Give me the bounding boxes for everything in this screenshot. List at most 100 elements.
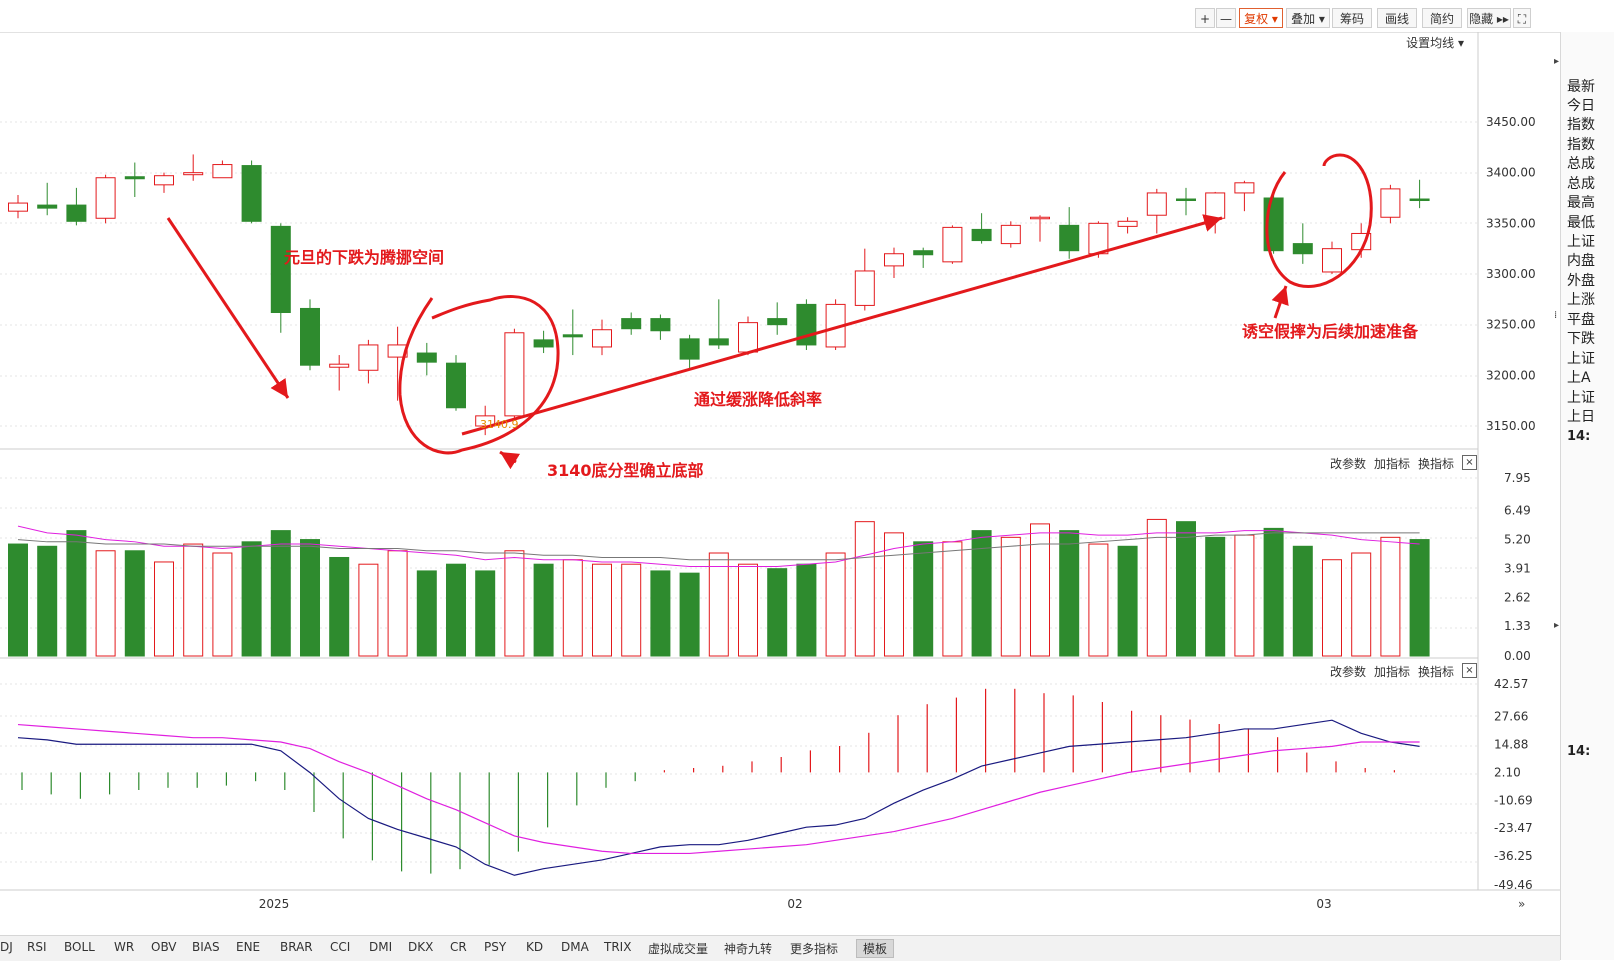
sidebar-item: 下跌 [1567, 331, 1595, 347]
candle [300, 299, 320, 371]
candle-body [1380, 188, 1401, 218]
tab-magic-nine[interactable]: 神奇九转 [724, 942, 773, 956]
volume-bar [1409, 539, 1430, 657]
candle [1176, 187, 1196, 216]
chips-button[interactable]: 筹码 [1332, 8, 1372, 28]
tab-obv[interactable]: OBV [151, 940, 177, 954]
candle-body [1088, 222, 1109, 255]
candle [241, 160, 262, 224]
price-tick-label: 3200.00 [1486, 368, 1536, 382]
tab-dma[interactable]: DMA [561, 940, 589, 954]
volume-bar [270, 530, 291, 657]
candle-body [300, 307, 320, 366]
tab-dkx[interactable]: DKX [408, 940, 434, 954]
sidebar-time: 14: [1567, 429, 1591, 444]
candle [1030, 215, 1050, 242]
tab-bias[interactable]: BIAS [192, 940, 220, 954]
tab-template[interactable]: 模板 [856, 939, 895, 958]
sidebar-item: 总成 [1567, 156, 1595, 172]
volume-bar [1000, 536, 1021, 657]
time-label: 02 [787, 897, 802, 911]
candle [1205, 191, 1226, 234]
price-tick-label: 3300.00 [1486, 267, 1536, 281]
macd-tick-label: -49.46 [1494, 878, 1533, 892]
kline-chart: 3450.00 3400.00 3350.00 3300.00 3250.00 3200.… [0, 32, 1560, 911]
sidebar-item: 指数 [1567, 117, 1595, 133]
macd-add-indicator-button[interactable]: 加指标 [1374, 665, 1411, 679]
vol-change-param-button[interactable]: 改参数 [1330, 457, 1367, 471]
draw-line-button[interactable]: 画线 [1377, 8, 1417, 28]
overlay-button[interactable]: 叠加 ▾ [1286, 8, 1330, 28]
candle-body [1234, 182, 1255, 194]
candle [1088, 221, 1109, 258]
macd-tick-label: 2.10 [1494, 765, 1521, 779]
zoom-in-button[interactable]: + [1195, 8, 1215, 28]
sidebar-item: 今日 [1567, 98, 1595, 114]
candle [8, 194, 28, 219]
collapse-handle-mid[interactable]: ⁞ [1554, 310, 1558, 321]
vol-switch-indicator-button[interactable]: 换指标 [1418, 457, 1455, 471]
tab-dmi[interactable]: DMI [369, 940, 393, 954]
vol-add-indicator-button[interactable]: 加指标 [1374, 457, 1411, 471]
zoom-out-button[interactable]: — [1216, 8, 1236, 28]
tab-wr[interactable]: WR [114, 940, 135, 954]
tab-cr[interactable]: CR [450, 940, 467, 954]
collapse-handle-top[interactable]: ▸ [1554, 56, 1560, 67]
candle-body [913, 250, 934, 256]
vol-close-icon[interactable]: × [1462, 455, 1477, 470]
set-ma-dropdown[interactable]: 设置均线 ▾ [1406, 36, 1464, 50]
annotation-slow-rise: 通过缓涨降低斜率 [694, 390, 823, 409]
macd-axis: 42.57 27.66 14.88 2.10 -10.69 -23.47 -36.25 -49… [1494, 677, 1533, 892]
collapse-handle-bottom[interactable]: ▸ [1554, 620, 1560, 631]
tab-psy[interactable]: PSY [484, 940, 507, 954]
hide-button[interactable]: 隐藏 ▸▸ [1467, 8, 1511, 28]
tab-cci[interactable]: CCI [330, 940, 351, 954]
tab-ene[interactable]: ENE [236, 940, 261, 954]
price-tick-label: 3350.00 [1486, 216, 1536, 230]
tab-kd[interactable]: KD [526, 940, 544, 954]
volume-bar [329, 556, 350, 657]
sidebar-item: 平盘 [1567, 312, 1595, 328]
volume-bar [416, 570, 437, 657]
tab-more-indicators[interactable]: 更多指标 [790, 942, 839, 956]
candle [446, 355, 466, 411]
tab-virtual-volume[interactable]: 虚拟成交量 [648, 942, 709, 956]
annotation-false-break: 诱空假摔为后续加速准备 [1242, 322, 1419, 341]
annotation-new-year-drop: 元旦的下跌为腾挪空间 [284, 248, 445, 267]
volume-bar [738, 563, 758, 657]
candle [183, 154, 204, 181]
macd-change-param-button[interactable]: 改参数 [1330, 665, 1367, 679]
candle-body [270, 225, 291, 314]
candle [387, 326, 408, 401]
volume-bar [1146, 518, 1167, 657]
candle [1380, 184, 1401, 224]
adjust-button[interactable]: 复权 ▾ [1239, 8, 1283, 28]
uptrend-arrow [461, 214, 1223, 436]
scroll-right-icon[interactable]: » [1518, 897, 1526, 911]
volume-bar [358, 563, 379, 657]
pointer-arrow [499, 450, 521, 470]
candle-body [854, 270, 875, 306]
volume-bar [562, 559, 583, 657]
indicator-tab-bar: DJ RSI BOLL WR OBV BIAS ENE BRAR CCI DMI… [0, 935, 1560, 961]
volume-bar [1380, 536, 1401, 657]
fullscreen-button[interactable]: ⛶ [1513, 8, 1531, 28]
sidebar-item: 外盘 [1567, 273, 1595, 289]
tab-rsi[interactable]: RSI [27, 940, 47, 954]
volume-bar [183, 543, 204, 657]
volume-bar [124, 550, 145, 657]
tab-boll[interactable]: BOLL [64, 940, 95, 954]
volume-ma-lines [17, 525, 1420, 567]
tab-brar[interactable]: BRAR [280, 940, 313, 954]
candle [1409, 179, 1430, 209]
macd-switch-indicator-button[interactable]: 换指标 [1418, 665, 1455, 679]
candle [1059, 207, 1080, 259]
simple-button[interactable]: 简约 [1422, 8, 1462, 28]
tab-trix[interactable]: TRIX [604, 940, 632, 954]
candle-body [942, 226, 963, 263]
candle-body [504, 332, 525, 417]
tab-dj[interactable]: DJ [0, 940, 13, 954]
macd-close-icon[interactable]: × [1462, 663, 1477, 678]
candle-body [1205, 192, 1226, 219]
candle-body [358, 344, 379, 371]
